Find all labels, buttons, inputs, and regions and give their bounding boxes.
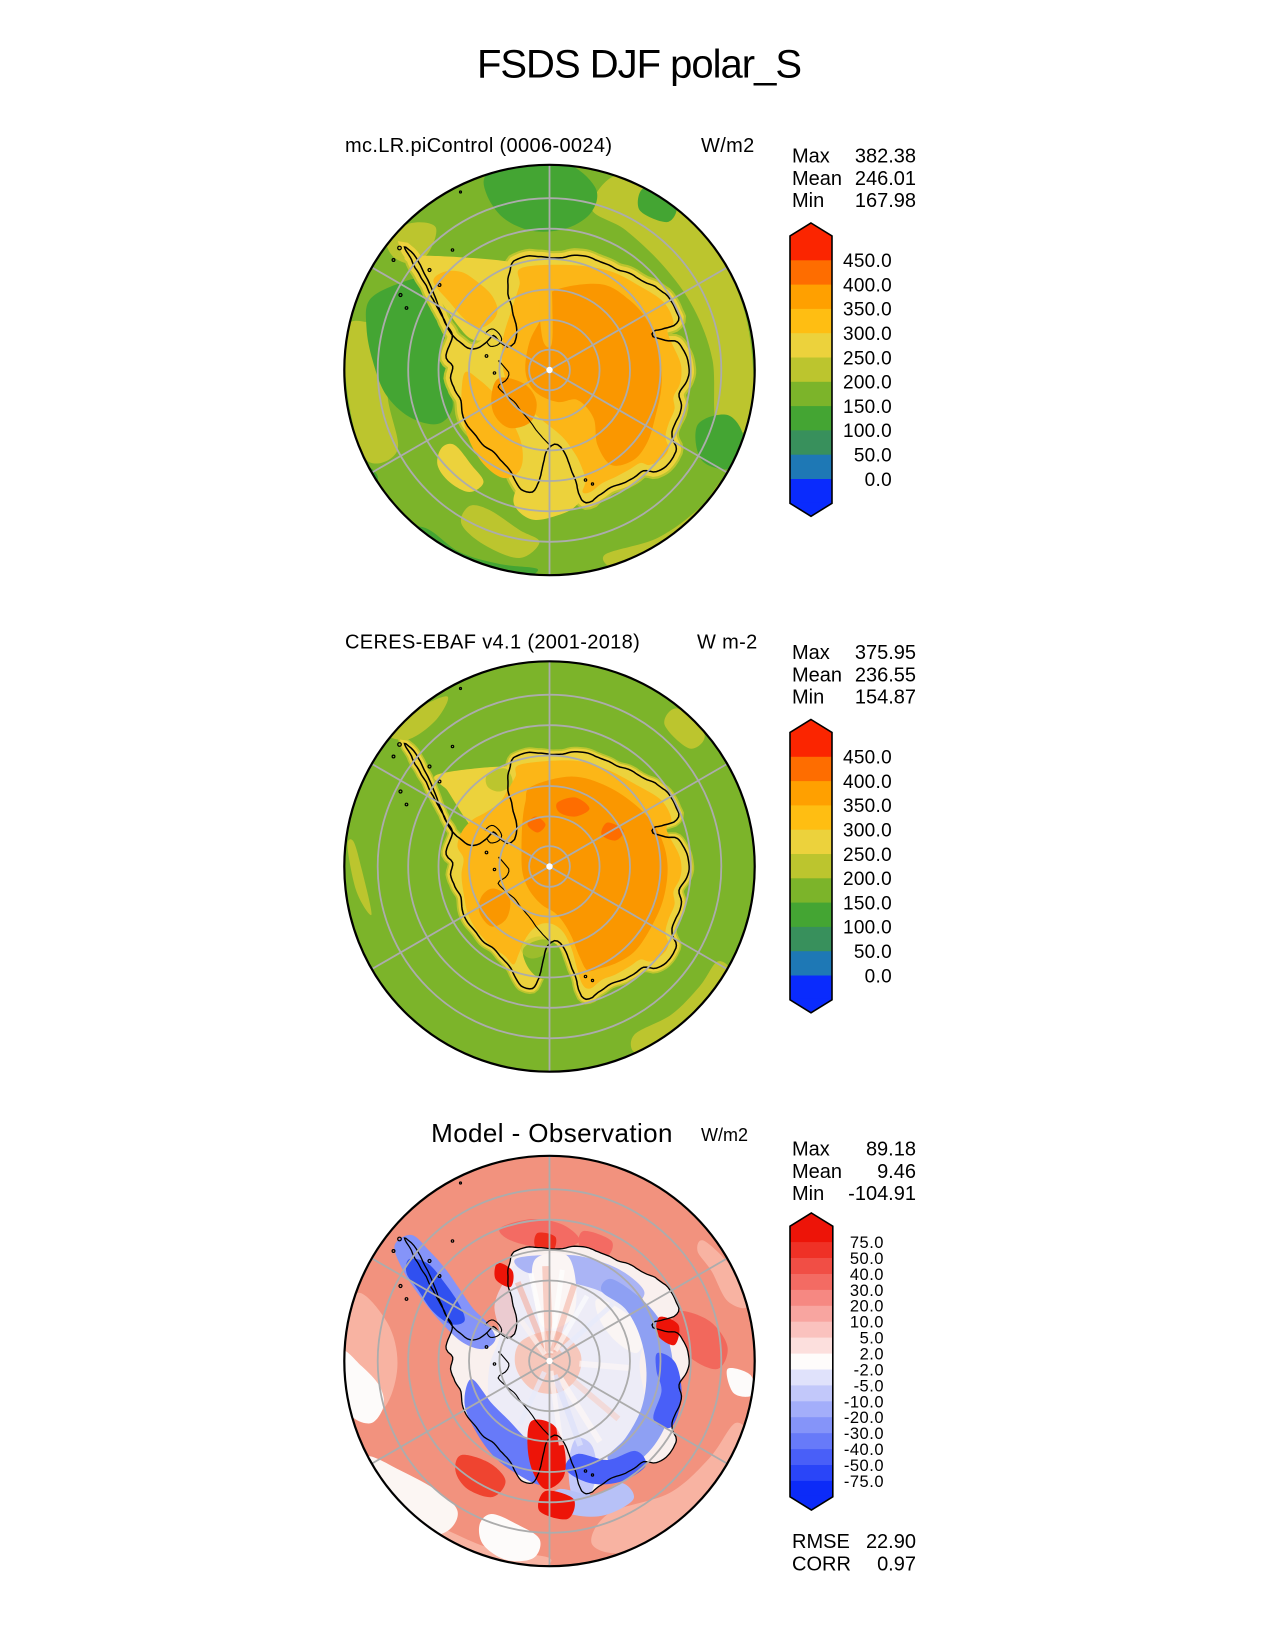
svg-text:50.0: 50.0	[854, 942, 892, 963]
svg-text:-5.0: -5.0	[854, 1377, 884, 1395]
svg-text:Mean: Mean	[792, 664, 842, 686]
svg-text:0.97: 0.97	[877, 1553, 916, 1575]
svg-text:22.90: 22.90	[866, 1531, 916, 1553]
svg-text:75.0: 75.0	[850, 1234, 884, 1252]
svg-text:-2.0: -2.0	[854, 1361, 884, 1379]
svg-text:-20.0: -20.0	[844, 1409, 884, 1427]
svg-text:450.0: 450.0	[843, 251, 892, 272]
svg-text:150.0: 150.0	[843, 397, 892, 418]
svg-text:CORR: CORR	[792, 1553, 851, 1575]
svg-text:FSDS DJF polar_S: FSDS DJF polar_S	[477, 43, 801, 87]
svg-text:400.0: 400.0	[843, 275, 892, 296]
svg-text:-10.0: -10.0	[844, 1393, 884, 1411]
svg-text:246.01: 246.01	[855, 168, 916, 190]
svg-text:236.55: 236.55	[855, 664, 916, 686]
svg-text:50.0: 50.0	[854, 446, 892, 467]
svg-text:5.0: 5.0	[860, 1330, 884, 1348]
svg-text:-75.0: -75.0	[844, 1473, 884, 1491]
svg-text:150.0: 150.0	[843, 893, 892, 914]
svg-text:300.0: 300.0	[843, 821, 892, 842]
svg-text:Min: Min	[792, 190, 824, 212]
svg-text:-50.0: -50.0	[844, 1457, 884, 1475]
svg-text:250.0: 250.0	[843, 348, 892, 369]
svg-text:10.0: 10.0	[850, 1314, 884, 1332]
svg-text:100.0: 100.0	[843, 421, 892, 442]
svg-text:W/m2: W/m2	[701, 1125, 748, 1145]
svg-text:Mean: Mean	[792, 168, 842, 190]
svg-text:Max: Max	[792, 145, 830, 167]
svg-text:Model - Observation: Model - Observation	[431, 1118, 673, 1148]
svg-text:Min: Min	[792, 1183, 824, 1205]
svg-text:30.0: 30.0	[850, 1282, 884, 1300]
svg-text:154.87: 154.87	[855, 687, 916, 709]
svg-text:-30.0: -30.0	[844, 1425, 884, 1443]
svg-text:0.0: 0.0	[865, 966, 892, 987]
svg-text:Max: Max	[792, 1138, 830, 1160]
svg-text:20.0: 20.0	[850, 1298, 884, 1316]
svg-text:167.98: 167.98	[855, 190, 916, 212]
svg-text:mc.LR.piControl (0006-0024): mc.LR.piControl (0006-0024)	[345, 135, 612, 157]
svg-text:2.0: 2.0	[860, 1346, 884, 1364]
svg-text:9.46: 9.46	[877, 1161, 916, 1183]
svg-text:200.0: 200.0	[843, 373, 892, 394]
svg-text:382.38: 382.38	[855, 145, 916, 167]
svg-text:CERES-EBAF v4.1 (2001-2018): CERES-EBAF v4.1 (2001-2018)	[345, 632, 640, 654]
svg-text:0.0: 0.0	[865, 470, 892, 491]
svg-text:RMSE: RMSE	[792, 1531, 850, 1553]
svg-text:W/m2: W/m2	[701, 135, 755, 157]
svg-text:350.0: 350.0	[843, 300, 892, 321]
svg-text:-104.91: -104.91	[848, 1183, 916, 1205]
svg-text:40.0: 40.0	[850, 1266, 884, 1284]
svg-text:350.0: 350.0	[843, 796, 892, 817]
svg-text:89.18: 89.18	[866, 1138, 916, 1160]
svg-text:50.0: 50.0	[850, 1250, 884, 1268]
svg-text:W m-2: W m-2	[697, 632, 758, 654]
svg-text:-40.0: -40.0	[844, 1441, 884, 1459]
svg-text:Max: Max	[792, 642, 830, 664]
svg-text:375.95: 375.95	[855, 642, 916, 664]
svg-text:300.0: 300.0	[843, 324, 892, 345]
svg-text:250.0: 250.0	[843, 845, 892, 866]
svg-text:100.0: 100.0	[843, 918, 892, 939]
svg-text:200.0: 200.0	[843, 869, 892, 890]
svg-text:Mean: Mean	[792, 1161, 842, 1183]
svg-text:Min: Min	[792, 687, 824, 709]
svg-text:450.0: 450.0	[843, 748, 892, 769]
svg-text:400.0: 400.0	[843, 772, 892, 793]
